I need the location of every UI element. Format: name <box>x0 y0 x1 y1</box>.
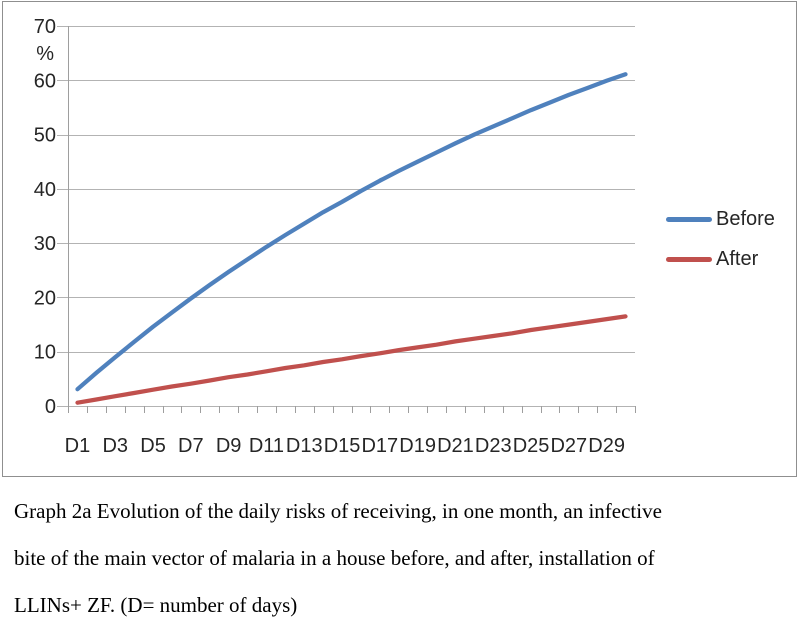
x-axis-tick-label: D23 <box>475 435 512 457</box>
caption-line-3: LLINs+ ZF. (D= number of days) <box>14 593 298 617</box>
legend-label-before: Before <box>716 207 775 230</box>
x-axis-tick-label: D13 <box>286 435 323 457</box>
chart-border <box>2 1 797 477</box>
x-axis-tick-label: D27 <box>550 435 587 457</box>
y-axis-tick-label: 10 <box>34 342 56 364</box>
x-axis-tick-label: D5 <box>140 435 166 457</box>
x-axis-tick-label: D3 <box>102 435 128 457</box>
legend-item-before: Before <box>666 199 775 239</box>
x-axis-tick-label: D29 <box>588 435 625 457</box>
line-chart: 0 10 20 30 40 50 60 70% D1 D3 D5 D7 D9 D11 D13 D15 D17 D1… <box>2 1 797 477</box>
x-axis-tick-label: D15 <box>324 435 361 457</box>
x-axis-tick-label: D1 <box>65 435 91 457</box>
caption-line-2: bite of the main vector of malaria in a … <box>14 546 655 570</box>
chart-legend: Before After <box>666 199 775 279</box>
y-axis-unit-label: % <box>36 43 54 65</box>
series-line-before <box>75 72 628 392</box>
y-axis-tick-label: 50 <box>34 125 56 147</box>
y-axis-tick-label: 70 <box>34 16 56 38</box>
y-axis-tick-label: 60 <box>34 70 56 92</box>
x-axis-tick-label: D17 <box>361 435 398 457</box>
x-axis-tick-label: D21 <box>437 435 474 457</box>
legend-label-after: After <box>716 247 759 270</box>
y-axis-tick-label: 20 <box>34 287 56 309</box>
series-line-after <box>75 314 628 405</box>
figure-caption: Graph 2a Evolution of the daily risks of… <box>14 488 796 628</box>
x-axis-tick-label: D11 <box>249 435 284 457</box>
before-line-swatch <box>666 216 712 222</box>
y-axis-tick-label: 40 <box>34 179 56 201</box>
x-axis-tick-label: D25 <box>513 435 550 457</box>
y-axis-tick-label: 30 <box>34 233 56 255</box>
x-axis-tick-label: D19 <box>399 435 436 457</box>
x-axis-tick-label: D9 <box>216 435 242 457</box>
after-line-swatch <box>666 256 712 262</box>
x-axis-tick-label: D7 <box>178 435 204 457</box>
caption-line-1: Graph 2a Evolution of the daily risks of… <box>14 499 662 523</box>
y-axis-tick-label: 0 <box>45 396 56 418</box>
legend-item-after: After <box>666 239 775 279</box>
